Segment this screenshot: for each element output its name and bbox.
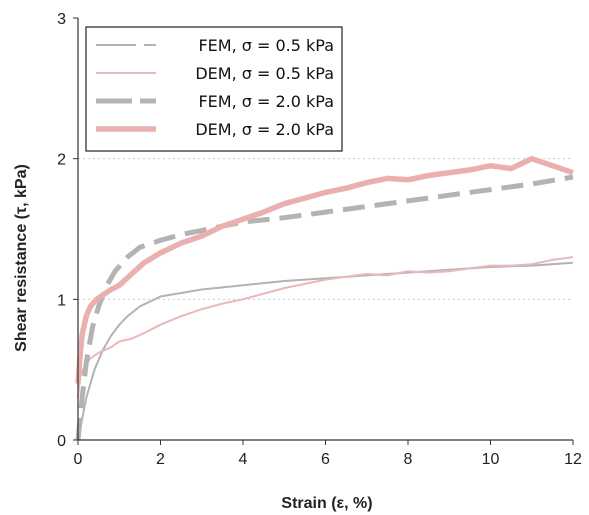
- series-line-1: [77, 261, 574, 441]
- y-tick-label: 3: [57, 11, 66, 28]
- x-tick-label: 10: [482, 451, 500, 468]
- legend-label-4: DEM, σ = 2.0 kPa: [195, 120, 334, 139]
- series-line-4: [75, 155, 574, 384]
- legend: FEM, σ = 0.5 kPa DEM, σ = 0.5 kPa FEM, σ =…: [85, 26, 343, 152]
- legend-label-1: FEM, σ = 0.5 kPa: [198, 36, 334, 55]
- y-tick-label: 0: [57, 433, 66, 450]
- series-line-2: [77, 256, 574, 398]
- y-tick-label: 2: [57, 152, 66, 169]
- x-tick-label: 8: [404, 451, 413, 468]
- legend-label-3: FEM, σ = 2.0 kPa: [198, 92, 334, 111]
- series-group: [75, 155, 574, 441]
- x-tick-label: 12: [564, 451, 582, 468]
- legend-label-2: DEM, σ = 0.5 kPa: [195, 64, 334, 83]
- axes: [73, 17, 574, 445]
- x-tick-label: 0: [74, 451, 83, 468]
- x-axis-label: Strain (ε, %): [281, 495, 372, 512]
- x-tick-label: 4: [239, 451, 248, 468]
- series-line-3: [75, 174, 574, 441]
- x-tick-label: 2: [156, 451, 165, 468]
- y-axis-label: Shear resistance (τ, kPa): [13, 164, 30, 352]
- y-tick-label: 1: [57, 292, 66, 309]
- x-tick-label: 6: [321, 451, 330, 468]
